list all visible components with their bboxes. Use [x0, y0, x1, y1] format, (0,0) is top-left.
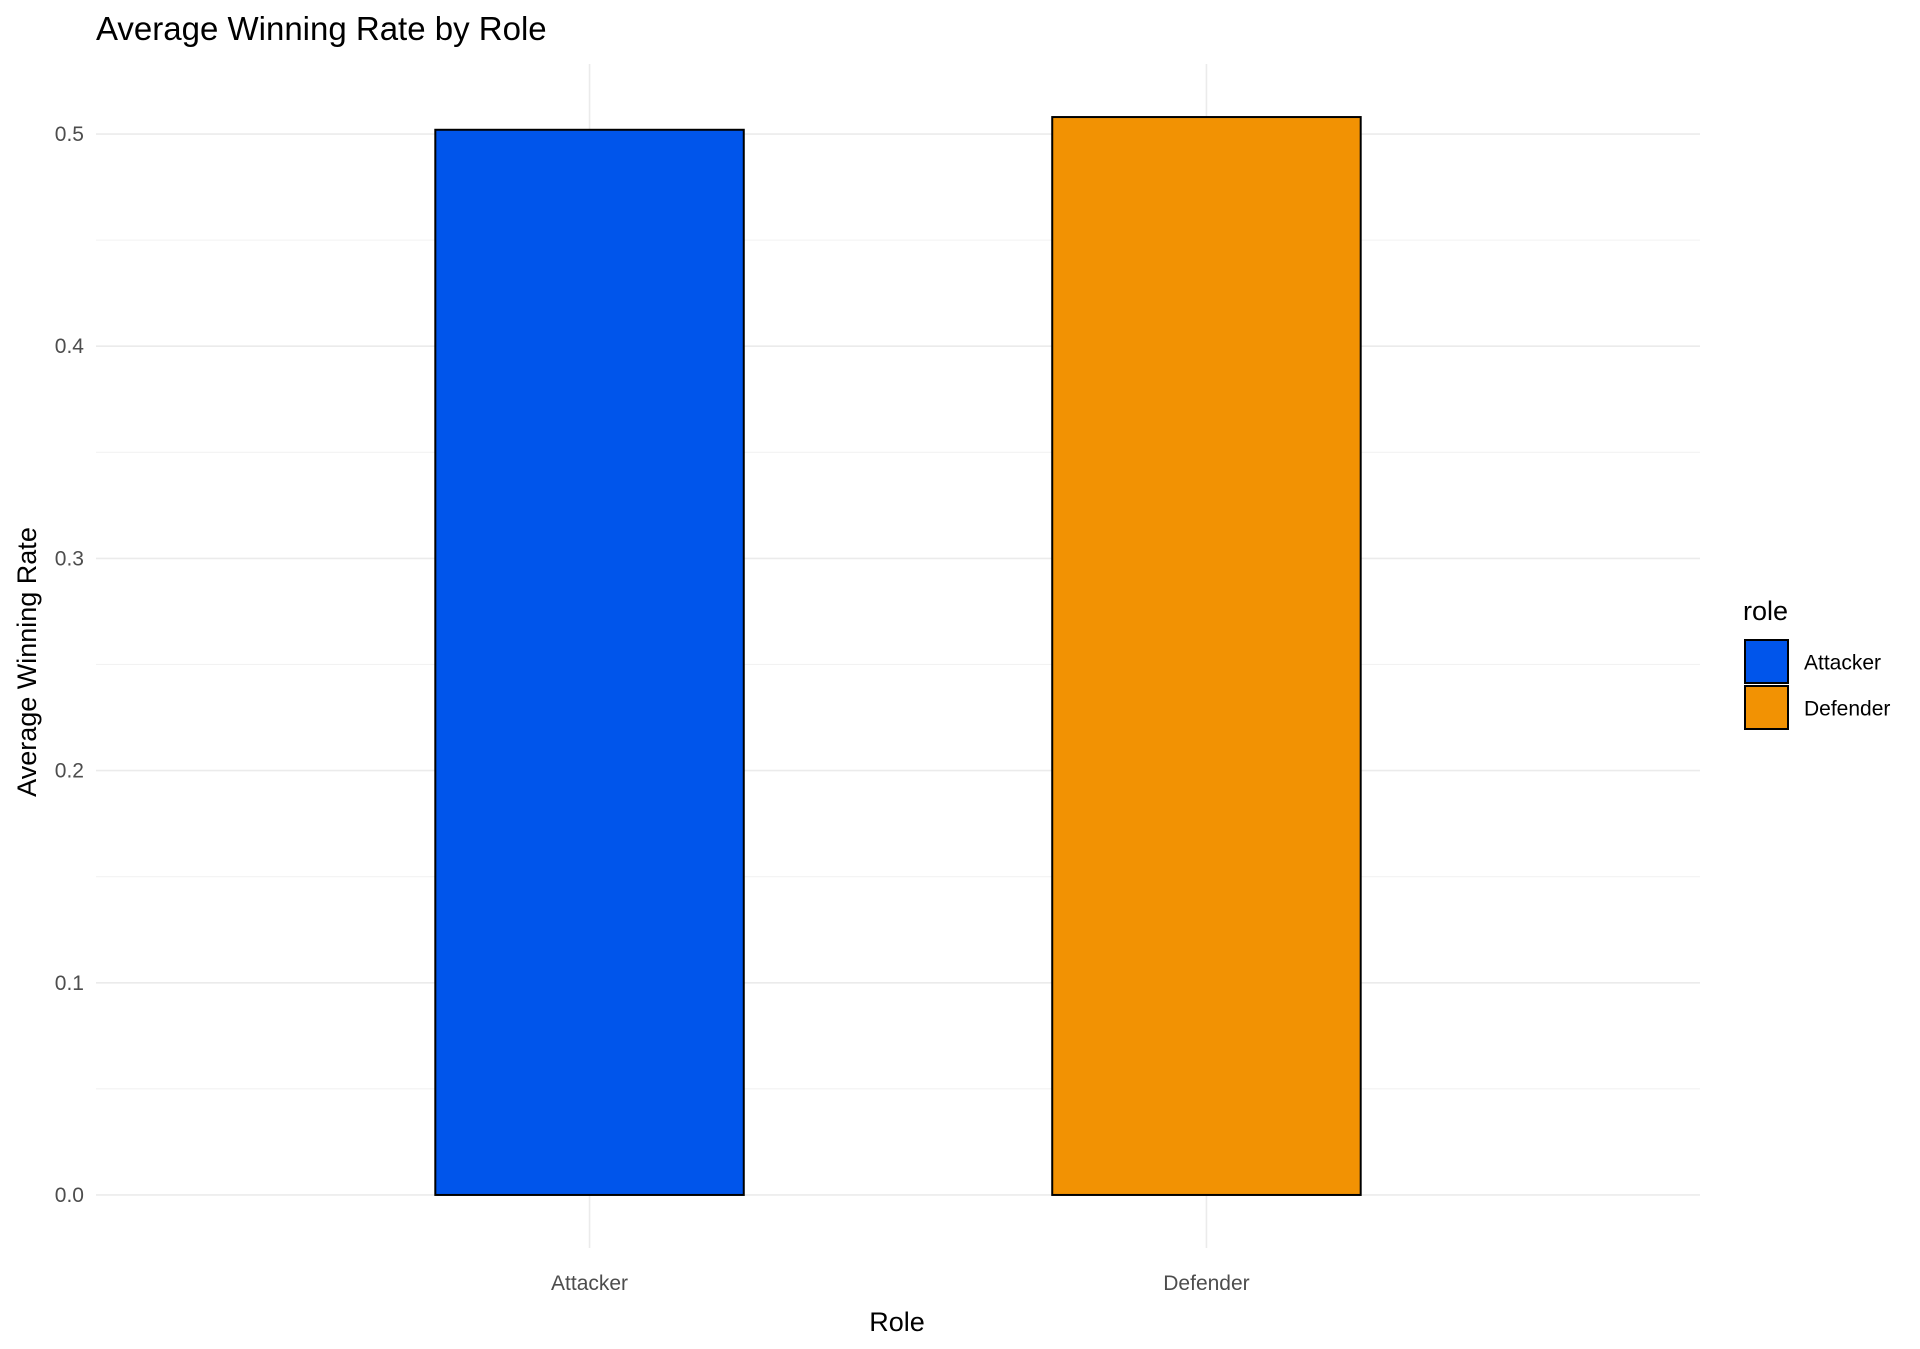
- x-axis-title: Role: [869, 1307, 925, 1337]
- bar-attacker: [434, 128, 745, 1196]
- y-tick-label: 0.1: [55, 972, 84, 995]
- y-tick-label: 0.4: [55, 335, 85, 358]
- legend-label: Attacker: [1804, 652, 1881, 675]
- bars-layer: [434, 116, 1362, 1196]
- legend: role Attacker Defender: [1743, 596, 1890, 730]
- y-axis-title: Average Winning Rate: [12, 527, 42, 797]
- y-axis: 0.0 0.1 0.2 0.3 0.4 0.5: [55, 123, 85, 1207]
- x-tick-label: Attacker: [551, 1272, 628, 1295]
- legend-items: Attacker Defender: [1744, 639, 1890, 730]
- legend-key-defender: [1744, 685, 1789, 730]
- bar-defender: [1051, 116, 1362, 1196]
- chart-title: Average Winning Rate by Role: [96, 10, 547, 47]
- y-tick-label: 0.2: [55, 760, 84, 783]
- legend-title: role: [1743, 596, 1788, 626]
- x-axis: Attacker Defender: [551, 1272, 1250, 1295]
- y-tick-label: 0.0: [55, 1184, 84, 1207]
- legend-label: Defender: [1804, 698, 1890, 721]
- y-tick-label: 0.5: [55, 123, 84, 146]
- y-tick-label: 0.3: [55, 547, 84, 570]
- x-tick-label: Defender: [1163, 1272, 1249, 1295]
- grid-layer: [96, 64, 1700, 1248]
- legend-key-attacker: [1744, 639, 1789, 684]
